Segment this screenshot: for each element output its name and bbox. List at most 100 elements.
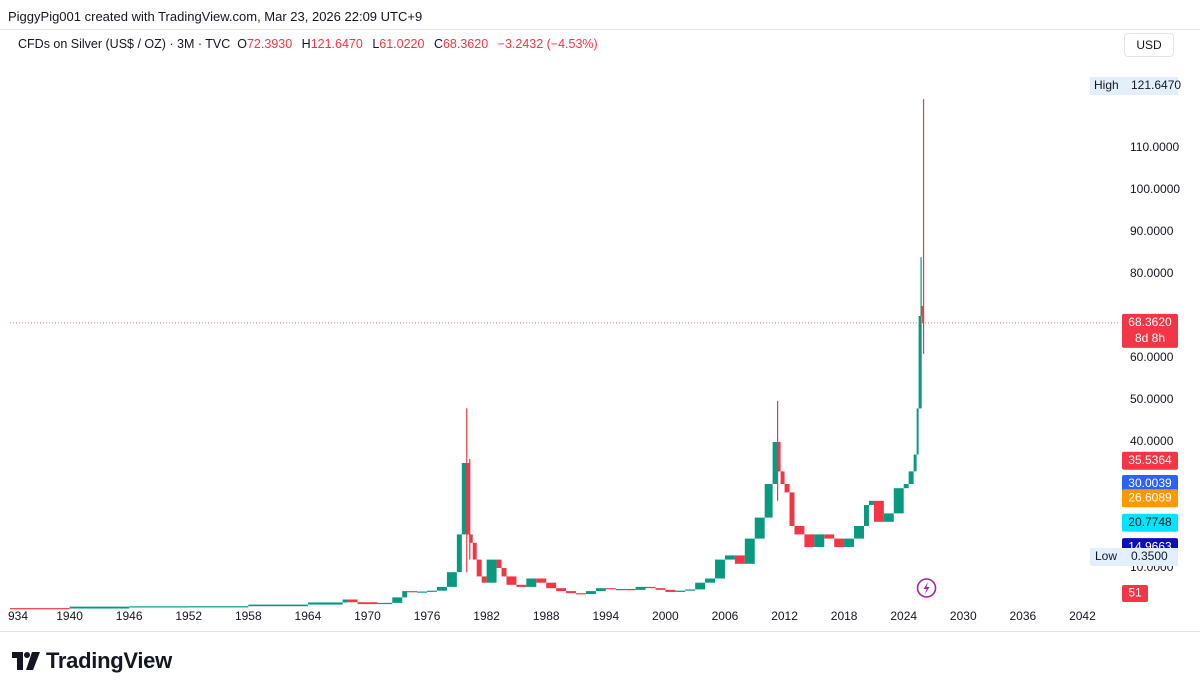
price-bar: [496, 559, 502, 568]
high-label: H: [301, 37, 311, 51]
price-bar: [566, 591, 577, 594]
price-bar: [764, 484, 773, 518]
price-bar: [446, 572, 457, 587]
y-tick-label: 50.0000: [1130, 392, 1174, 406]
price-bar: [472, 542, 477, 560]
y-tick-label: 100.0000: [1130, 182, 1180, 196]
x-tick-label: 2030: [950, 609, 977, 623]
y-tick-label: 80.0000: [1130, 266, 1174, 280]
price-bar: [347, 599, 358, 603]
price-bar: [501, 568, 507, 577]
x-tick-label: 1940: [56, 609, 83, 623]
price-bar: [595, 588, 606, 592]
price-marker-badge: [1122, 474, 1178, 493]
y-axis[interactable]: 10.000040.000050.000060.000080.000090.00…: [1130, 140, 1180, 574]
low-value: 61.0220: [379, 37, 425, 51]
x-tick-label: 1988: [533, 609, 560, 623]
price-bar: [377, 602, 393, 605]
x-tick-label: 1964: [295, 609, 322, 623]
price-bar: [908, 471, 914, 484]
price-bar: [824, 534, 835, 539]
x-tick-label: 1958: [235, 609, 262, 623]
price-bar: [685, 589, 696, 591]
price-bar: [436, 586, 447, 591]
price-bar: [605, 588, 616, 590]
price-bar: [635, 586, 646, 590]
lightning-glyph-icon: [923, 582, 930, 594]
chart-credit: PiggyPig001 created with TradingView.com…: [8, 9, 423, 24]
price-bar: [10, 608, 70, 610]
price-bar: [526, 578, 537, 587]
price-bar: [248, 604, 308, 607]
price-bar: [188, 606, 249, 608]
x-tick-label: 1976: [414, 609, 441, 623]
price-bar: [392, 597, 403, 603]
price-markers: 35.536430.003926.608920.774814.966368.36…: [1090, 77, 1181, 566]
x-tick-label: 2024: [890, 609, 917, 623]
high-value: 121.6470: [310, 37, 363, 51]
price-bar: [506, 576, 517, 585]
price-bar: [734, 555, 745, 564]
open-label: O: [237, 37, 247, 51]
chart-frame: [0, 29, 1200, 632]
close-label: C: [433, 37, 443, 51]
price-bar: [469, 534, 473, 543]
brand-name: TradingView: [46, 648, 172, 673]
price-bar: [357, 602, 378, 605]
price-bar: [780, 471, 785, 484]
price-bar: [913, 454, 917, 472]
price-bar: [476, 559, 482, 577]
price-bar: [854, 526, 864, 539]
x-tick-label: 1970: [354, 609, 381, 623]
price-bar: [715, 559, 725, 579]
x-tick-label: 2006: [712, 609, 739, 623]
countdown-label: 8d 8h: [1135, 331, 1165, 345]
volume-badge: [1122, 585, 1148, 602]
price-marker-label: 20.7748: [1128, 515, 1172, 529]
price-marker-label: 30.0039: [1128, 476, 1172, 490]
price-bar: [873, 500, 884, 522]
x-tick-label: 1946: [116, 609, 143, 623]
x-tick-label: 1994: [592, 609, 619, 623]
price-marker-badge: [1122, 513, 1178, 532]
price-bar: [402, 591, 408, 598]
price-marker-badge: [1122, 451, 1178, 470]
price-bar: [772, 442, 778, 484]
price-bar: [556, 588, 567, 592]
price-bar: [777, 442, 781, 472]
current-price-label: 68.3620: [1128, 315, 1172, 329]
price-bar: [794, 526, 805, 535]
y-tick-label: 40.0000: [1130, 434, 1174, 448]
price-bar: [705, 578, 716, 583]
x-tick-label: 2000: [652, 609, 679, 623]
low-label: L: [372, 37, 380, 51]
price-bar: [675, 590, 686, 592]
price-bar: [744, 538, 755, 564]
price-bar: [665, 589, 676, 592]
price-bar: [754, 517, 765, 539]
price-bar: [922, 305, 924, 323]
price-bar: [804, 534, 815, 547]
y-tick-label: 90.0000: [1130, 224, 1174, 238]
x-tick-label: 2018: [831, 609, 858, 623]
footer-brand[interactable]: TradingView: [12, 646, 172, 676]
x-tick-label: 934: [8, 609, 28, 623]
price-bar: [883, 513, 894, 522]
price-bar: [918, 316, 921, 409]
change-value: −3.2432 (−4.53%): [497, 37, 598, 51]
price-bar: [916, 408, 919, 455]
price-bar: [814, 534, 825, 547]
price-bar: [868, 500, 874, 505]
high-marker-tag: High: [1094, 78, 1119, 92]
price-bar: [461, 463, 467, 535]
currency-button[interactable]: USD: [1124, 33, 1174, 57]
x-tick-label: 1982: [473, 609, 500, 623]
x-tick-label: 2012: [771, 609, 798, 623]
price-bar: [456, 534, 462, 573]
price-bar: [863, 505, 869, 526]
price-series: [10, 305, 924, 610]
price-bar: [576, 593, 586, 595]
chart-extras: 51: [916, 578, 1148, 602]
price-bar: [789, 492, 795, 526]
